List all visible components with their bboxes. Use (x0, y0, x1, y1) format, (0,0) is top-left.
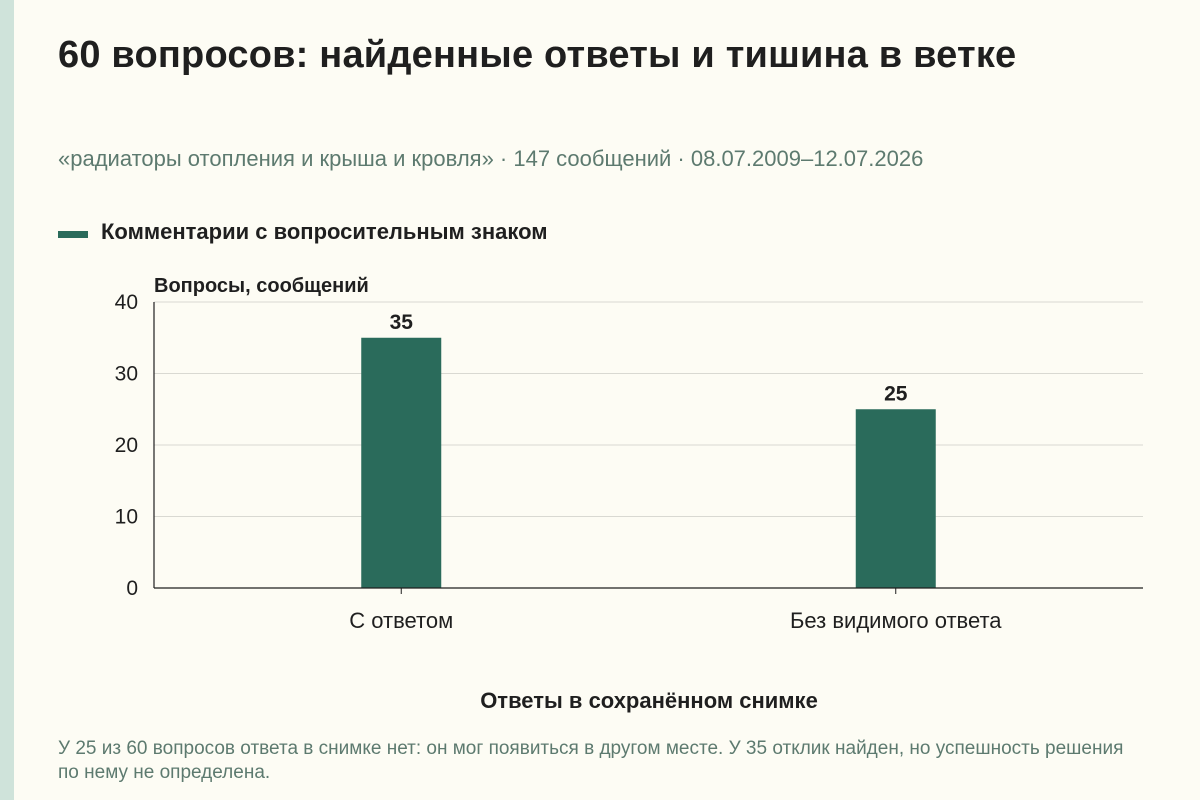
x-axis-label: Ответы в сохранённом снимке (480, 688, 818, 713)
y-axis-label: Вопросы, сообщений (154, 275, 369, 297)
legend-swatch (58, 230, 88, 238)
legend: Комментарии с вопросительным знаком (58, 219, 548, 245)
legend-label-questions: Комментарии с вопросительным знаком (101, 219, 548, 244)
y-tick-label: 20 (115, 434, 138, 457)
bars: 35 25 (361, 311, 936, 588)
y-tick-label: 30 (115, 363, 138, 386)
y-tick-label: 40 (115, 291, 138, 314)
x-tick-label: Без видимого ответа (790, 608, 1002, 633)
axes: С ответом Без видимого ответа (153, 302, 1143, 633)
left-accent-strip (0, 0, 14, 800)
y-axis-ticks: 0 10 20 30 40 (115, 291, 138, 600)
data-label: 25 (884, 382, 908, 405)
y-tick-label: 0 (126, 577, 138, 600)
data-label: 35 (390, 311, 414, 334)
grid-lines (154, 301, 1143, 517)
footnote: У 25 из 60 вопросов ответа в снимке нет:… (58, 738, 1124, 783)
bar (361, 337, 442, 588)
chart-title: 60 вопросов: найденные ответы и тишина в… (58, 34, 1017, 76)
chart-subtitle: «радиаторы отопления и крыша и кровля» ·… (58, 146, 924, 171)
bar (855, 409, 936, 588)
y-tick-label: 10 (115, 506, 138, 529)
x-tick-label: С ответом (349, 608, 453, 633)
axis-labels: Вопросы, сообщений Ответы в сохранённом … (154, 275, 818, 713)
